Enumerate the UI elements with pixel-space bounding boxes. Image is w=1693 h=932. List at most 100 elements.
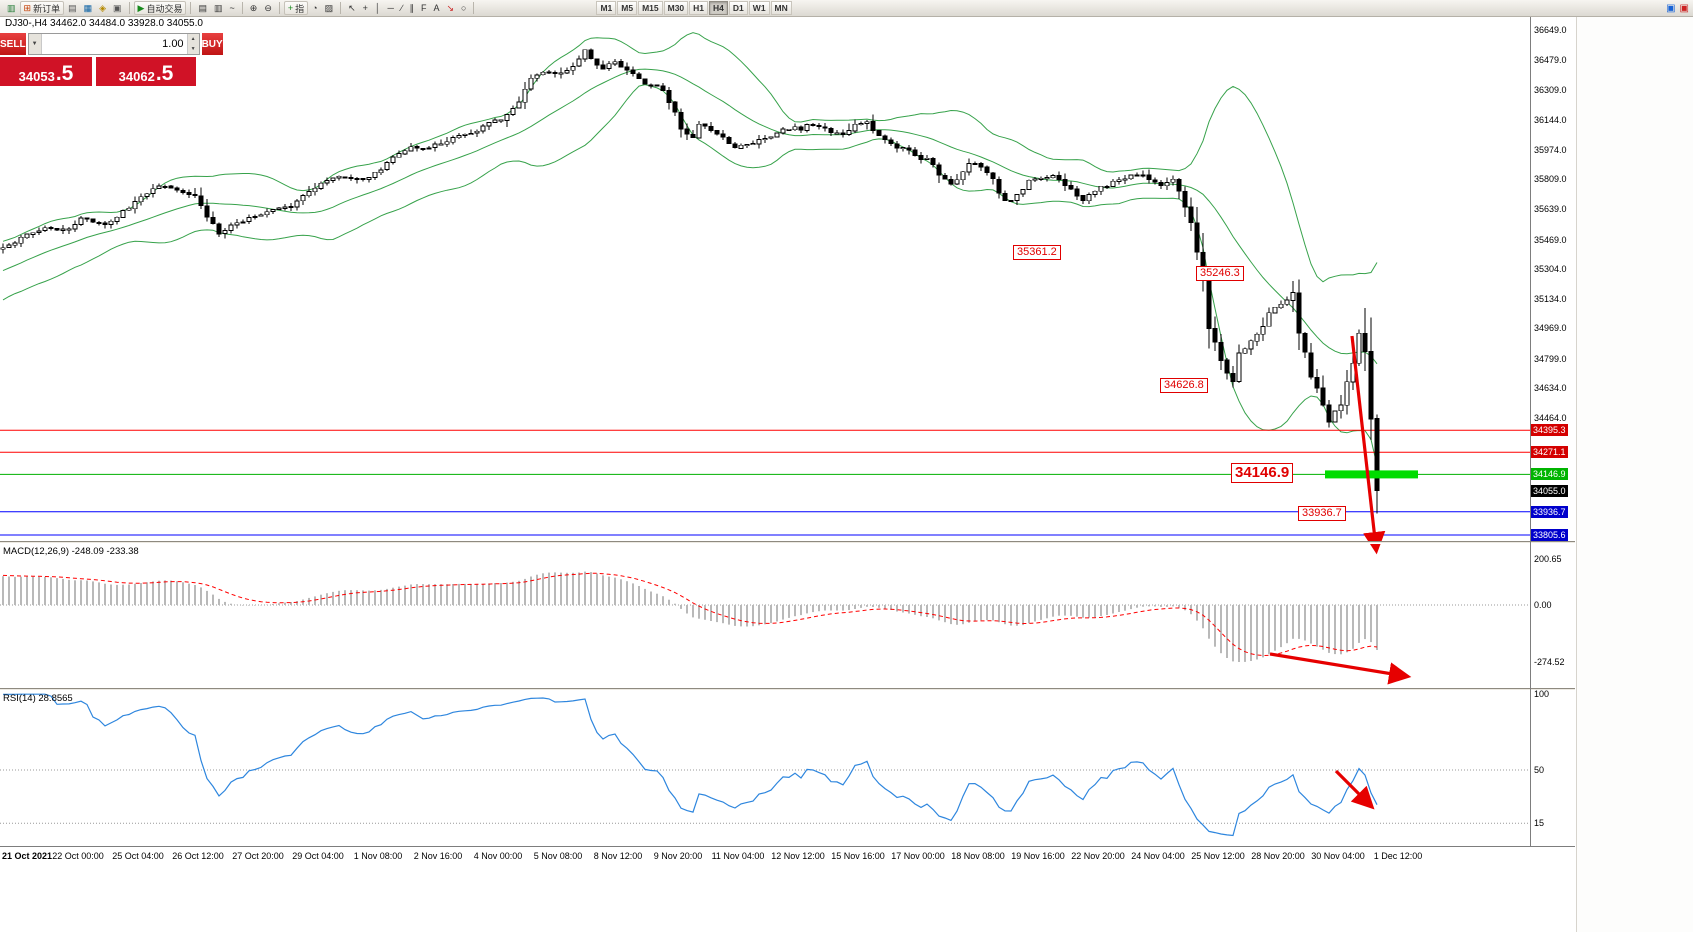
price-axis-label: 35304.0	[1534, 263, 1567, 274]
timeframe-w1[interactable]: W1	[748, 1, 770, 15]
bar-chart-icon-glyph: ▤	[198, 2, 207, 13]
toolbar-right-icons: ▣ ▣	[1666, 3, 1689, 14]
fibonacci-icon[interactable]: F	[418, 1, 430, 15]
timeframe-h4[interactable]: H4	[709, 1, 728, 15]
arrow-tool-icon-glyph: ↘	[446, 2, 455, 13]
price-tag: 34395.3	[1531, 424, 1568, 437]
macd-down-arrow	[1269, 652, 1412, 685]
timeframe-d1[interactable]: D1	[728, 1, 748, 15]
pane-separator-macd-rsi[interactable]	[0, 688, 1575, 691]
indicators-button[interactable]: + 指	[283, 1, 309, 15]
time-axis-label: 30 Nov 04:00	[1311, 851, 1365, 861]
auto-trading-button[interactable]: ▶ 自动交易	[133, 1, 187, 15]
buy-price-button[interactable]: 34062 .5	[96, 57, 196, 86]
crosshair-icon[interactable]: +	[360, 1, 371, 15]
buy-button[interactable]: BUY	[201, 33, 223, 55]
new-chart-icon[interactable]: ▥	[4, 1, 19, 15]
buy-price-frac: .5	[155, 62, 174, 86]
auto-scroll-icon[interactable]: ▣	[1679, 2, 1689, 14]
bar-chart-icon[interactable]: ▤	[195, 1, 210, 15]
timeframe-m5[interactable]: M5	[617, 1, 638, 15]
trendline-icon[interactable]: ∕	[398, 1, 406, 15]
indicators-button-glyph: +	[287, 2, 294, 13]
price-tag: 33936.7	[1531, 505, 1568, 518]
time-axis-label: 2 Nov 16:00	[413, 851, 463, 861]
timeframe-mn[interactable]: MN	[770, 1, 792, 15]
time-axis[interactable]: 21 Oct 2021 22 Oct 00:00 25 Oct 04:00 26 Oc…	[0, 847, 1530, 867]
price-tag: 34271.1	[1531, 446, 1568, 459]
pane-separator-main-macd[interactable]	[0, 541, 1575, 544]
text-tool-icon[interactable]: A	[430, 1, 442, 15]
auto-trading-button-glyph: ▶	[137, 2, 145, 13]
shapes-icon-glyph: ○	[461, 2, 467, 13]
time-axis-label: 8 Nov 12:00	[593, 851, 643, 861]
line-chart-icon[interactable]: ~	[227, 1, 238, 15]
navigator-icon-glyph: ◈	[99, 2, 107, 13]
bollinger-lower	[2, 84, 1378, 466]
bollinger-upper	[2, 32, 1378, 283]
price-axis-label: 35134.0	[1534, 294, 1567, 305]
channel-icon[interactable]: ∥	[406, 1, 417, 15]
price-chart-canvas[interactable]	[0, 0, 1530, 932]
volume-dropdown-icon[interactable]: ▼	[28, 34, 42, 54]
time-axis-label: 22 Nov 20:00	[1071, 851, 1125, 861]
profiles-icon[interactable]: ▤	[65, 1, 80, 15]
navigator-icon[interactable]: ◈	[96, 1, 109, 15]
sell-button[interactable]: SELL	[0, 33, 26, 55]
shapes-icon[interactable]: ○	[458, 1, 469, 15]
toolbar-separator	[340, 2, 342, 14]
time-axis-label: 11 Nov 04:00	[711, 851, 765, 861]
volume-control: ▼ ▲ ▼	[27, 33, 200, 55]
rsi-axis-label: 15	[1534, 818, 1545, 829]
macd-axis-label: -274.52	[1534, 656, 1565, 667]
periods-icon[interactable]: ◔	[309, 1, 320, 15]
market-watch-icon[interactable]: ▦	[81, 1, 96, 15]
bollinger-bands	[2, 32, 1378, 466]
toolbar-separator	[128, 2, 130, 14]
one-click-trading-panel: SELL ▼ ▲ ▼ BUY 34053 .5 34062 .5	[0, 33, 223, 86]
zoom-in-icon[interactable]: ⊕	[247, 1, 261, 15]
timeframe-m1[interactable]: M1	[596, 1, 617, 15]
new-order-button-glyph: ⊞	[23, 2, 32, 13]
timeframe-h1[interactable]: H1	[689, 1, 709, 15]
rsi-axis-label: 100	[1534, 689, 1550, 699]
timeframe-m30[interactable]: M30	[663, 1, 689, 15]
sell-price-button[interactable]: 34053 .5	[0, 57, 92, 86]
timeframe-m15[interactable]: M15	[638, 1, 663, 15]
time-axis-label: 29 Oct 04:00	[292, 851, 344, 861]
price-axis[interactable]: 36649.0 36479.0 36309.0 36144.0 35974.0 35809…	[1531, 0, 1575, 932]
time-axis-label: 26 Oct 12:00	[172, 851, 224, 861]
volume-input[interactable]	[41, 34, 187, 54]
new-order-button[interactable]: ⊞ 新订单	[19, 1, 65, 15]
chart-shift-icon[interactable]: ▣	[1666, 2, 1676, 14]
macd-signal-line	[2, 572, 1378, 657]
rsi-axis-label: 50	[1534, 765, 1545, 775]
candlestick-chart-icon[interactable]: ▥	[211, 1, 226, 15]
zoom-in-icon-glyph: ⊕	[249, 2, 258, 13]
price-annotation[interactable]: 34626.8	[1160, 378, 1208, 393]
templates-icon[interactable]: ▨	[322, 1, 337, 15]
toolbar-separator	[473, 2, 475, 14]
horizontal-line-icon[interactable]: ─	[385, 1, 397, 15]
price-annotation[interactable]: 34146.9	[1231, 463, 1294, 483]
price-annotation[interactable]: 35361.2	[1013, 245, 1061, 260]
time-axis-label: 22 Oct 00:00	[52, 851, 104, 861]
spinner-up-icon[interactable]: ▲	[187, 34, 199, 44]
vertical-line-icon[interactable]: │	[372, 1, 384, 15]
horizontal-line-icon-glyph: ─	[387, 2, 394, 13]
spinner-down-icon[interactable]: ▼	[187, 44, 199, 54]
cursor-icon[interactable]: ↖	[345, 1, 359, 15]
price-annotation[interactable]: 35246.3	[1196, 266, 1244, 281]
price-annotation[interactable]: 33936.7	[1298, 506, 1346, 521]
trade-level-highlight[interactable]	[1325, 470, 1418, 479]
price-axis-label: 35639.0	[1534, 204, 1567, 215]
drawn-arrows[interactable]	[1269, 335, 1412, 810]
periods-icon-glyph: ◔	[312, 2, 318, 13]
volume-spinner[interactable]: ▲ ▼	[186, 34, 199, 54]
templates-icon-glyph: ▨	[324, 2, 334, 13]
toolbar: ▥ ⊞ 新订单 ▤ ▦ ◈ ▣ ▶ 自动交易 ▤ ▥ ~ ⊕ ⊖ + 指 ◔ ▨ ↖ + │ ─ ∕ ∥ F A ↘ ○ M1 M5 M15…	[0, 0, 1693, 17]
arrow-tool-icon[interactable]: ↘	[443, 1, 457, 15]
price-axis-label: 35469.0	[1534, 234, 1567, 245]
terminal-icon[interactable]: ▣	[110, 1, 125, 15]
zoom-out-icon[interactable]: ⊖	[261, 1, 275, 15]
